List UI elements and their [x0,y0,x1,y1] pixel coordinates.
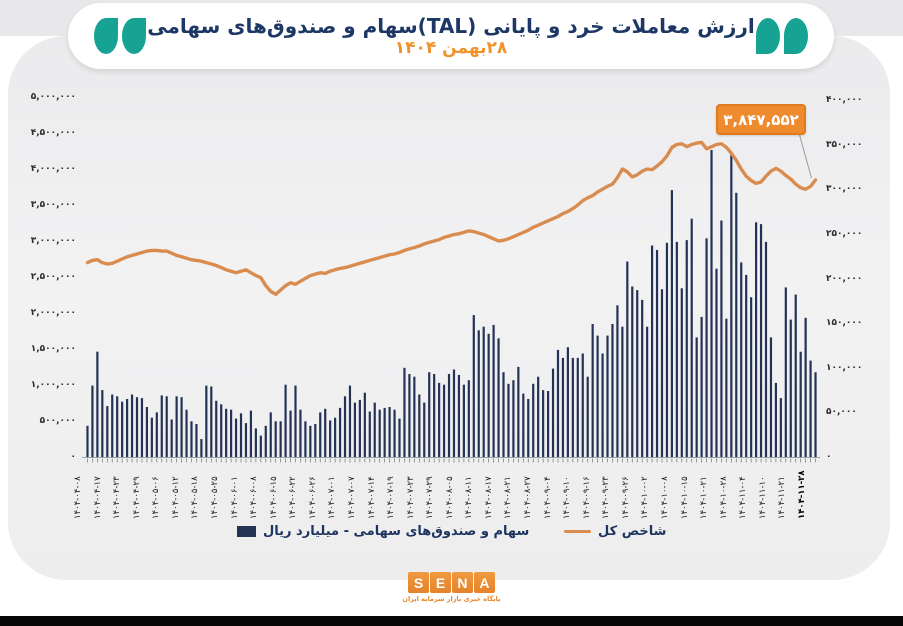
x-axis-tick-label: ۱۴۰۴-۰۸-۲۱ [503,476,514,519]
legend-item-bars: سهام و صندوق‌های سهامی - میلیارد ریال [237,524,529,539]
x-axis-tick-label: ۱۴۰۴-۰۶-۲۲ [288,476,299,519]
title-block: ارزش معاملات خرد و پایانی (TAL)سهام و صن… [146,14,756,58]
sena-logo: S E N A پایگاه خبری بازار سرمایه ایران [402,572,501,603]
x-axis-tick-label: ۱۴۰۴-۰۶-۲۶ [307,476,318,519]
x-axis-tick-label: ۱۴۰۴-۰۴-۰۸ [73,476,83,519]
y-axis-tick-label: ۳۵۰,۰۰۰ [826,139,863,150]
y-axis-tick-label: ۲۰۰,۰۰۰ [826,273,863,284]
x-axis-tick-label: ۱۴۰۴-۱۱-۲۱ [777,476,788,519]
x-axis-tick-label: ۱۴۰۴-۰۸-۲۷ [523,476,534,519]
y-axis-tick-label: ۱,۵۰۰,۰۰۰ [30,344,76,354]
x-axis-tick-label: ۱۴۰۴-۰۷-۱۹ [386,476,397,519]
bottom-black-bar [0,616,903,626]
y-axis-tick-label: ۰ [70,452,77,462]
y-axis-tick-label: ۵,۰۰۰,۰۰۰ [30,92,76,102]
x-axis-tick-label: ۱۴۰۴-۰۹-۰۴ [542,476,553,519]
legend-item-index: شاخص کل [564,524,666,539]
x-axis-tick-label: ۱۴۰۴-۰۷-۱۴ [366,476,377,519]
x-axis-tick-label: ۱۴۰۴-۱۱-۲۸ [797,470,807,519]
x-axis-tick-label: ۱۴۰۴-۰۵-۱۸ [190,476,201,519]
y-axis-tick-label: ۲,۵۰۰,۰۰۰ [30,272,76,282]
x-axis-tick-label: ۱۴۰۴-۱۰-۲۱ [699,476,710,519]
x-axis-tick-label: ۱۴۰۴-۰۹-۲۶ [620,476,631,519]
y-axis-tick-label: ۴,۰۰۰,۰۰۰ [30,164,76,174]
x-axis-tick-label: ۱۴۰۴-۱۰-۲۸ [718,476,729,519]
opening-quotes-icon [94,18,146,54]
x-axis-tick-label: ۱۴۰۴-۰۹-۱۶ [581,476,592,519]
x-axis-tick-label: ۱۴۰۴-۱۱-۰۴ [738,476,749,519]
bar-swatch [237,526,256,537]
x-axis-tick-label: ۱۴۰۴-۰۸-۱۷ [483,476,494,519]
y-axis-tick-label: ۴,۵۰۰,۰۰۰ [30,128,76,138]
footer: S E N A پایگاه خبری بازار سرمایه ایران [0,572,903,605]
sena-logo-letter: N [451,572,473,593]
x-axis-tick-label: ۱۴۰۴-۰۸-۱۱ [464,476,475,519]
x-axis-tick-label: ۱۴۰۴-۰۷-۰۱ [327,476,338,519]
x-axis-tick-label: ۱۴۰۴-۰۶-۰۸ [249,476,260,519]
y-axis-tick-label: ۱,۰۰۰,۰۰۰ [30,380,76,390]
x-axis-tick-label: ۱۴۰۴-۱۰-۰۲ [640,476,651,519]
x-axis-tick-label: ۱۴۰۴-۱۱-۱۰ [757,476,768,519]
x-axis-tick-label: ۱۴۰۴-۰۴-۲۹ [131,476,142,519]
x-axis-tick-label: ۱۴۰۴-۰۴-۲۳ [112,476,123,519]
y-axis-tick-label: ۲,۰۰۰,۰۰۰ [30,308,76,318]
x-axis-tick-label: ۱۴۰۴-۰۷-۲۳ [405,476,416,519]
legend: سهام و صندوق‌های سهامی - میلیارد ریال شا… [0,524,903,546]
annotation-value: ۳,۸۴۷,۵۵۲ [723,110,799,129]
sena-logo-caption: پایگاه خبری بازار سرمایه ایران [402,595,501,603]
sena-logo-letter: S [407,572,429,593]
x-axis-tick-label: ۱۴۰۴-۰۶-۱۵ [268,476,279,519]
x-axis-tick-label: ۱۴۰۴-۰۵-۰۶ [151,476,162,519]
y-axis-tick-label: ۲۵۰,۰۰۰ [826,228,863,239]
line-swatch [564,529,591,534]
y-axis-tick-label: ۵۰۰,۰۰۰ [39,416,76,426]
y-axis-tick-label: ۳,۰۰۰,۰۰۰ [30,236,76,246]
closing-quotes-icon [756,18,808,54]
page-subtitle: ۲۸بهمن ۱۴۰۴ [394,38,508,58]
legend-index-label: شاخص کل [598,524,667,539]
page-title: ارزش معاملات خرد و پایانی (TAL)سهام و صن… [147,14,755,38]
x-axis-tick-label: ۱۴۰۴-۰۶-۰۱ [229,476,240,519]
y-axis-tick-label: ۳,۵۰۰,۰۰۰ [30,200,76,210]
y-axis-tick-label: ۱۰۰,۰۰۰ [826,362,863,373]
x-axis-tick-label: ۱۴۰۴-۰۵-۱۲ [170,476,181,519]
sena-logo-letter: E [429,572,451,593]
y-axis-tick-label: ۵۰,۰۰۰ [826,407,857,418]
x-axis-tick-label: ۱۴۰۴-۰۷-۰۷ [346,476,357,519]
x-axis-tick-label: ۱۴۰۴-۰۸-۰۵ [444,476,455,519]
x-axis-tick-label: ۱۴۰۴-۰۹-۱۰ [562,476,573,519]
annotation-callout: ۳,۸۴۷,۵۵۲ [716,104,806,135]
y-axis-tick-label: ۴۰۰,۰۰۰ [826,95,863,105]
sena-logo-letter: A [473,572,495,593]
x-axis-tick-label: ۱۴۰۴-۰۵-۲۵ [209,476,220,519]
header-banner: ارزش معاملات خرد و پایانی (TAL)سهام و صن… [68,3,834,69]
x-axis-tick-label: ۱۴۰۴-۱۰-۱۵ [679,476,690,519]
x-axis-tick-label: ۱۴۰۴-۰۴-۱۷ [92,476,103,519]
legend-bars-label: سهام و صندوق‌های سهامی - میلیارد ریال [263,524,530,539]
x-axis-tick-label: ۱۴۰۴-۰۹-۲۳ [601,476,612,519]
y-axis-tick-label: ۳۰۰,۰۰۰ [826,184,863,195]
y-axis-tick-label: ۱۵۰,۰۰۰ [826,318,863,329]
x-axis-tick-label: ۱۴۰۴-۱۰-۰۸ [660,476,671,519]
y-axis-tick-label: ۰ [826,452,832,462]
x-axis-tick-label: ۱۴۰۴-۰۷-۲۹ [425,476,436,519]
